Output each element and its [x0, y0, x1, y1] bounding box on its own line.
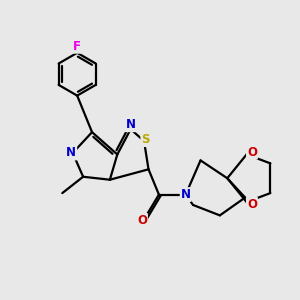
Text: O: O: [137, 214, 147, 227]
Text: S: S: [141, 133, 150, 146]
Text: F: F: [73, 40, 81, 53]
Text: N: N: [126, 118, 136, 131]
Text: O: O: [247, 198, 257, 211]
Text: N: N: [181, 188, 191, 201]
Text: N: N: [66, 146, 76, 160]
Text: O: O: [247, 146, 257, 159]
